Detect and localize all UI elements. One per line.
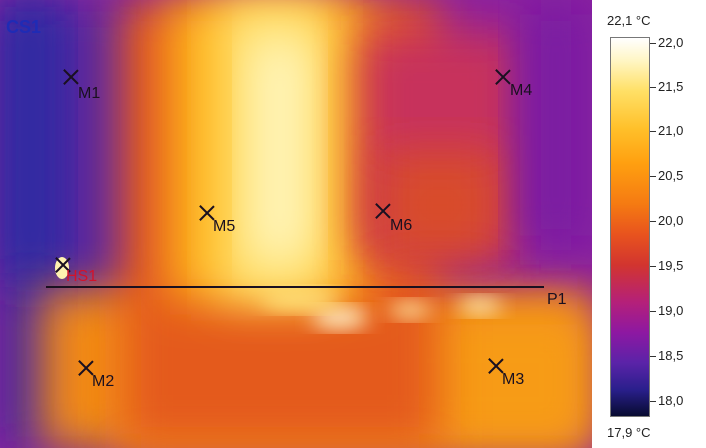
cold-spot-label: CS1 xyxy=(6,17,42,37)
scale-tick-label: 21,0 xyxy=(658,123,684,138)
marker-m6-label: M6 xyxy=(390,217,413,234)
scale-tick xyxy=(650,356,656,357)
scale-tick-label: 19,5 xyxy=(658,258,684,273)
temperature-scale: 22,1 °C 22,0 21,5 21,0 20,5 20,0 19,5 19… xyxy=(592,0,706,448)
scale-tick xyxy=(650,266,656,267)
scale-tick-label: 20,5 xyxy=(658,168,684,183)
marker-m6-cross-icon xyxy=(375,203,391,219)
thermal-background xyxy=(0,0,592,448)
scale-tick xyxy=(650,87,656,88)
marker-m4-cross-icon xyxy=(495,69,511,85)
scale-tick xyxy=(650,176,656,177)
scale-tick-label: 18,0 xyxy=(658,393,684,408)
scale-tick-label: 18,5 xyxy=(658,348,684,363)
scale-tick xyxy=(650,43,656,44)
marker-m3-label: M3 xyxy=(502,371,525,388)
color-scale-bar xyxy=(610,37,650,417)
marker-m4-label: M4 xyxy=(510,82,533,99)
scale-tick xyxy=(650,131,656,132)
scale-max-label: 22,1 °C xyxy=(607,13,651,28)
scale-tick-label: 19,0 xyxy=(658,303,684,318)
marker-m1-cross-icon xyxy=(63,69,79,85)
thermal-image: CS1 M1 M4 M5 M6 M2 M3 HS1 P1 xyxy=(0,0,592,448)
scale-tick xyxy=(650,401,656,402)
scale-tick xyxy=(650,311,656,312)
hot-spot-label: HS1 xyxy=(66,268,98,285)
marker-m2-label: M2 xyxy=(92,373,115,390)
marker-m1-label: M1 xyxy=(78,85,101,102)
marker-m5-label: M5 xyxy=(213,218,236,235)
profile-line xyxy=(46,286,544,288)
scale-tick xyxy=(650,221,656,222)
profile-line-label: P1 xyxy=(547,291,567,308)
scale-tick-label: 22,0 xyxy=(658,35,684,50)
scale-min-label: 17,9 °C xyxy=(607,425,651,440)
scale-tick-label: 21,5 xyxy=(658,79,684,94)
scale-tick-label: 20,0 xyxy=(658,213,684,228)
